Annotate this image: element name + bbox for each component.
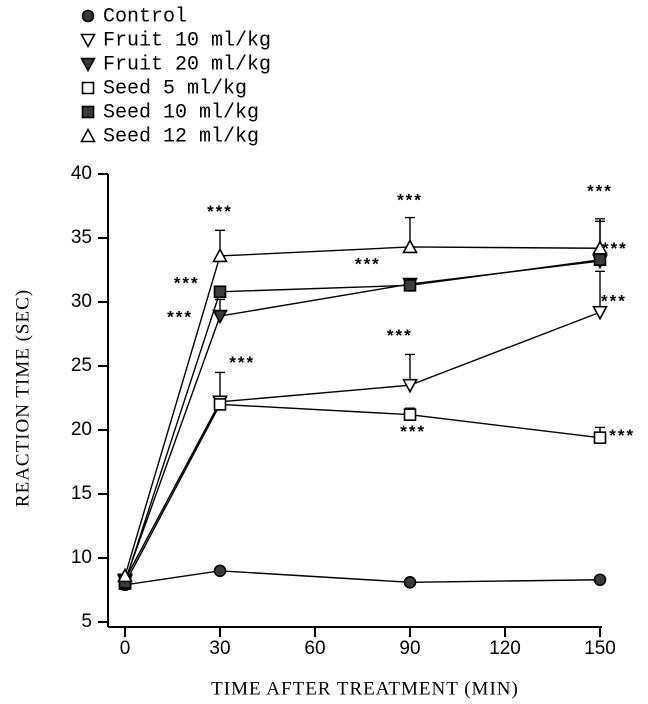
x-axis-label: TIME AFTER TREATMENT (MIN) xyxy=(211,678,519,699)
legend-symbol xyxy=(80,33,96,49)
data-point xyxy=(593,431,607,444)
series-line xyxy=(124,570,601,586)
y-tick-label: 40 xyxy=(71,163,92,184)
y-tick-label: 25 xyxy=(71,355,92,376)
y-axis-label: REACTION TIME (SEC) xyxy=(12,289,33,507)
legend-symbol xyxy=(80,127,96,143)
x-tick-label: 120 xyxy=(489,638,521,659)
legend-symbol xyxy=(80,57,96,73)
data-point xyxy=(213,398,227,411)
annotation: *** xyxy=(400,422,426,441)
series-line xyxy=(124,403,601,584)
data-point xyxy=(402,378,418,394)
legend-label: Control xyxy=(103,5,187,28)
error-bar xyxy=(595,270,605,313)
annotation: *** xyxy=(587,181,613,200)
data-point xyxy=(593,573,607,587)
data-point xyxy=(592,240,608,255)
data-point xyxy=(402,238,418,254)
annotation: *** xyxy=(167,307,193,326)
series-line xyxy=(124,311,601,581)
legend-label: Seed 5 ml/kg xyxy=(103,77,247,100)
annotation: *** xyxy=(397,190,423,209)
data-point xyxy=(403,279,417,292)
legend-symbol xyxy=(81,105,95,119)
annotation: *** xyxy=(207,202,233,221)
legend-label: Fruit 20 ml/kg xyxy=(103,53,271,76)
x-tick-label: 150 xyxy=(584,638,616,659)
y-tick-label: 35 xyxy=(71,227,92,248)
y-tick-label: 30 xyxy=(71,291,92,312)
annotation: *** xyxy=(229,353,255,372)
series-line xyxy=(124,260,601,582)
annotation: *** xyxy=(602,239,628,258)
x-tick-label: 30 xyxy=(209,638,230,659)
x-tick-label: 90 xyxy=(399,638,420,659)
x-tick-label: 60 xyxy=(304,638,325,659)
legend-symbol xyxy=(81,9,95,23)
y-tick-label: 20 xyxy=(71,419,92,440)
data-point xyxy=(592,305,608,321)
annotation: *** xyxy=(609,426,635,445)
annotation: *** xyxy=(601,291,627,310)
legend-label: Seed 12 ml/kg xyxy=(103,125,259,148)
y-tick-label: 5 xyxy=(81,611,92,632)
legend-label: Fruit 10 ml/kg xyxy=(103,29,271,52)
data-point xyxy=(117,567,133,583)
legend-label: Seed 10 ml/kg xyxy=(103,101,259,124)
series-line xyxy=(124,259,601,583)
annotation: *** xyxy=(387,326,413,345)
data-point xyxy=(212,309,228,325)
data-point xyxy=(212,247,228,263)
legend-symbol xyxy=(81,81,95,95)
annotation: *** xyxy=(355,254,381,273)
data-point xyxy=(213,564,227,578)
annotation: *** xyxy=(174,274,200,293)
y-tick-label: 15 xyxy=(71,483,92,504)
y-tick-label: 10 xyxy=(71,547,92,568)
x-tick-label: 0 xyxy=(120,638,131,659)
data-point xyxy=(403,576,417,589)
series-line xyxy=(124,246,601,577)
data-point xyxy=(403,408,417,421)
data-point xyxy=(213,285,227,299)
